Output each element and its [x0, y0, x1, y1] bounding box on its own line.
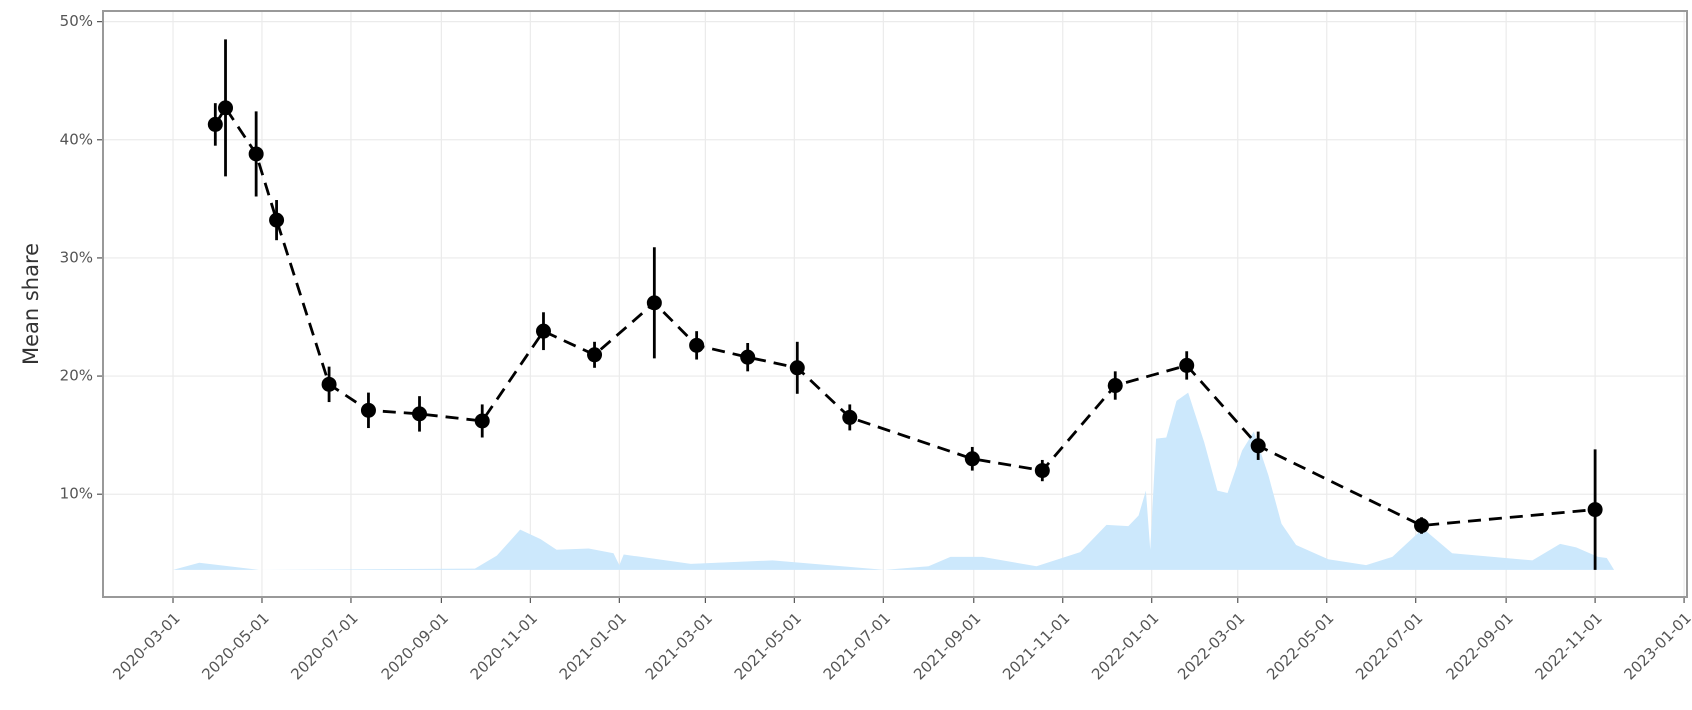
x-tick-label: 2021-03-01 [642, 609, 716, 683]
y-tick-label: 20% [60, 367, 93, 385]
point [646, 295, 662, 311]
point [740, 349, 756, 365]
x-tick-label: 2021-07-01 [820, 609, 894, 683]
x-tick-label: 2022-09-01 [1443, 609, 1517, 683]
area [173, 392, 1615, 570]
x-tick-label: 2022-11-01 [1531, 609, 1605, 683]
point [689, 337, 705, 353]
x-tick-label: 2022-03-01 [1174, 609, 1248, 683]
point [248, 146, 264, 162]
x-tick-label: 2023-01-01 [1620, 609, 1692, 683]
point [412, 406, 428, 422]
point [1034, 463, 1050, 479]
x-tick-label: 2021-05-01 [731, 609, 805, 683]
x-tick-label: 2020-11-01 [467, 609, 541, 683]
point [360, 402, 376, 418]
point [218, 100, 234, 116]
y-tick-label: 50% [60, 12, 93, 30]
y-tick-label: 10% [60, 485, 93, 503]
y-tick-label: 40% [60, 130, 93, 148]
x-tick-label: 2022-05-01 [1263, 609, 1337, 683]
x-tick-label: 2020-03-01 [109, 609, 183, 683]
plot-border [102, 10, 1688, 598]
point [1107, 378, 1123, 394]
point [207, 116, 223, 132]
point [789, 360, 805, 376]
x-tick-label: 2020-09-01 [378, 609, 452, 683]
point [964, 451, 980, 467]
point [1587, 502, 1603, 518]
x-tick-label: 2021-11-01 [999, 609, 1073, 683]
trend-line [214, 105, 1596, 527]
x-tick-label: 2020-05-01 [198, 609, 272, 683]
y-axis-label: Mean share [19, 243, 43, 365]
plot-background [103, 11, 1687, 597]
x-tick-label: 2022-01-01 [1088, 609, 1162, 683]
point [1250, 438, 1266, 454]
x-tick-label: 2021-01-01 [556, 609, 630, 683]
point [474, 413, 490, 429]
x-tick-label: 2022-07-01 [1352, 609, 1426, 683]
point [1414, 518, 1430, 534]
point [842, 409, 858, 425]
point [321, 376, 337, 392]
x-tick-label: 2020-07-01 [287, 609, 361, 683]
point [269, 212, 285, 228]
point [587, 347, 603, 363]
point [1179, 357, 1195, 373]
y-tick-label: 30% [60, 248, 93, 266]
point [535, 323, 551, 339]
x-tick-label: 2021-09-01 [910, 609, 984, 683]
